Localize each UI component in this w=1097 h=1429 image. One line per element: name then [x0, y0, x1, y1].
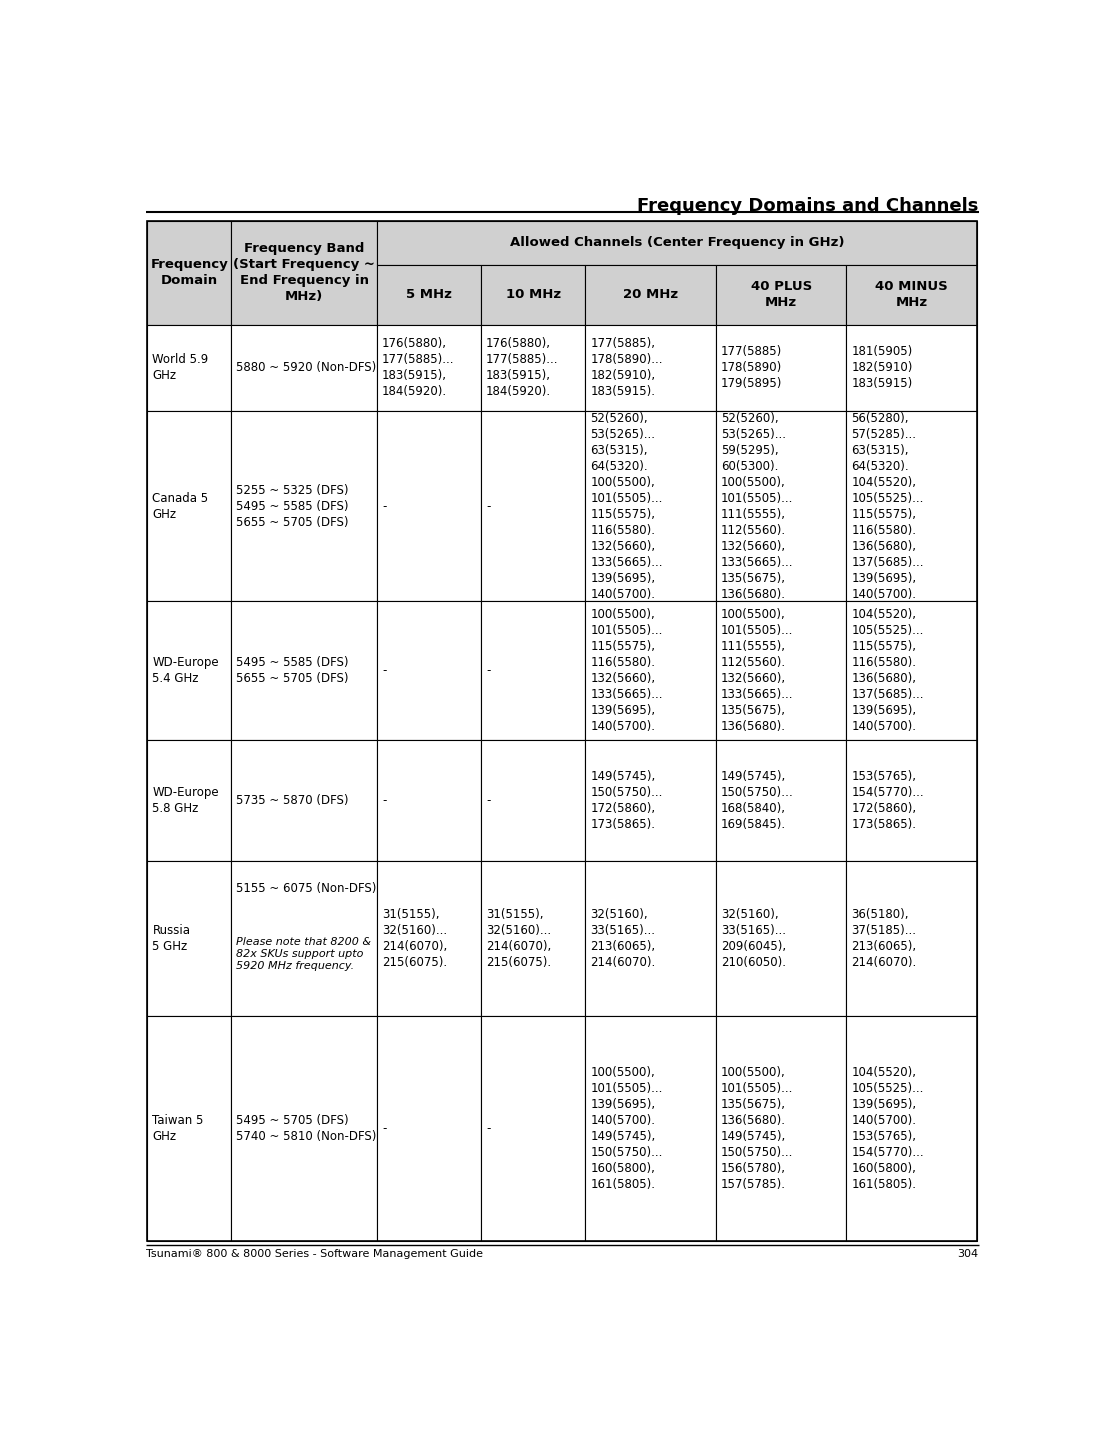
Bar [147, 860, 231, 1016]
Bar [716, 412, 847, 602]
Text: -: - [382, 500, 386, 513]
Bar [480, 1016, 585, 1240]
Text: 176(5880),
177(5885)...
183(5915),
184(5920).: 176(5880), 177(5885)... 183(5915), 184(5… [382, 337, 454, 399]
Bar [716, 1016, 847, 1240]
Bar [847, 740, 977, 860]
Text: 100(5500),
101(5505)...
135(5675),
136(5680).
149(5745),
150(5750)...
156(5780),: 100(5500), 101(5505)... 135(5675), 136(5… [721, 1066, 793, 1192]
Bar [847, 1016, 977, 1240]
Text: 52(5260),
53(5265)...
63(5315),
64(5320).
100(5500),
101(5505)...
115(5575),
116: 52(5260), 53(5265)... 63(5315), 64(5320)… [590, 412, 663, 600]
Bar [377, 860, 480, 1016]
Text: 32(5160),
33(5165)...
209(6045),
210(6050).: 32(5160), 33(5165)... 209(6045), 210(605… [721, 907, 787, 969]
Bar [480, 264, 585, 324]
Text: -: - [382, 664, 386, 677]
Text: 5880 ~ 5920 (Non-DFS): 5880 ~ 5920 (Non-DFS) [236, 362, 376, 374]
Text: 177(5885),
178(5890)...
182(5910),
183(5915).: 177(5885), 178(5890)... 182(5910), 183(5… [590, 337, 663, 399]
Bar [585, 1016, 716, 1240]
Text: -: - [486, 664, 490, 677]
Bar [377, 412, 480, 602]
Bar [585, 860, 716, 1016]
Bar [231, 221, 377, 324]
Text: 149(5745),
150(5750)…
168(5840),
169(5845).: 149(5745), 150(5750)… 168(5840), 169(584… [721, 770, 794, 830]
Text: 153(5765),
154(5770)...
172(5860),
173(5865).: 153(5765), 154(5770)... 172(5860), 173(5… [851, 770, 924, 830]
Bar [847, 602, 977, 740]
Bar [847, 264, 977, 324]
Bar [480, 324, 585, 412]
Text: 10 MHz: 10 MHz [506, 289, 561, 302]
Text: Frequency Domains and Channels: Frequency Domains and Channels [637, 197, 979, 214]
Text: 100(5500),
101(5505)...
115(5575),
116(5580).
132(5660),
133(5665)...
139(5695),: 100(5500), 101(5505)... 115(5575), 116(5… [590, 607, 663, 733]
Bar [847, 412, 977, 602]
Text: 31(5155),
32(5160)...
214(6070),
215(6075).: 31(5155), 32(5160)... 214(6070), 215(607… [486, 907, 552, 969]
Bar [716, 860, 847, 1016]
Text: -: - [486, 1122, 490, 1135]
Text: 5 MHz: 5 MHz [406, 289, 452, 302]
Text: Canada 5
GHz: Canada 5 GHz [152, 492, 208, 520]
Text: 5495 ~ 5705 (DFS)
5740 ~ 5810 (Non-DFS): 5495 ~ 5705 (DFS) 5740 ~ 5810 (Non-DFS) [236, 1115, 376, 1143]
Bar [147, 1016, 231, 1240]
Bar [147, 412, 231, 602]
Bar [147, 602, 231, 740]
Bar [147, 221, 231, 324]
Text: 32(5160),
33(5165)...
213(6065),
214(6070).: 32(5160), 33(5165)... 213(6065), 214(607… [590, 907, 656, 969]
Bar [480, 860, 585, 1016]
Bar [231, 602, 377, 740]
Text: -: - [382, 793, 386, 806]
Text: Taiwan 5
GHz: Taiwan 5 GHz [152, 1115, 204, 1143]
Bar [377, 1016, 480, 1240]
Bar [716, 602, 847, 740]
Text: 181(5905)
182(5910)
183(5915): 181(5905) 182(5910) 183(5915) [851, 346, 913, 390]
Bar [231, 860, 377, 1016]
Text: 5735 ~ 5870 (DFS): 5735 ~ 5870 (DFS) [236, 793, 349, 806]
Bar [377, 221, 977, 264]
Text: Frequency
Domain: Frequency Domain [150, 259, 228, 287]
Text: 31(5155),
32(5160)...
214(6070),
215(6075).: 31(5155), 32(5160)... 214(6070), 215(607… [382, 907, 448, 969]
Text: Allowed Channels (Center Frequency in GHz): Allowed Channels (Center Frequency in GH… [510, 236, 845, 249]
Bar [231, 412, 377, 602]
Bar [585, 324, 716, 412]
Bar [231, 740, 377, 860]
Text: 20 MHz: 20 MHz [623, 289, 678, 302]
Text: Russia
5 GHz: Russia 5 GHz [152, 925, 191, 953]
Bar [847, 324, 977, 412]
Text: Please note that 8200 &
82x SKUs support upto
5920 MHz frequency.: Please note that 8200 & 82x SKUs support… [236, 936, 371, 972]
Text: 40 MINUS
MHz: 40 MINUS MHz [875, 280, 948, 309]
Text: 177(5885)
178(5890)
179(5895): 177(5885) 178(5890) 179(5895) [721, 346, 782, 390]
Bar [480, 412, 585, 602]
Text: 5155 ~ 6075 (Non-DFS): 5155 ~ 6075 (Non-DFS) [236, 882, 376, 895]
Text: 176(5880),
177(5885)...
183(5915),
184(5920).: 176(5880), 177(5885)... 183(5915), 184(5… [486, 337, 558, 399]
Bar [231, 324, 377, 412]
Text: 52(5260),
53(5265)...
59(5295),
60(5300).
100(5500),
101(5505)...
111(5555),
112: 52(5260), 53(5265)... 59(5295), 60(5300)… [721, 412, 793, 600]
Text: World 5.9
GHz: World 5.9 GHz [152, 353, 208, 383]
Bar [585, 740, 716, 860]
Text: 56(5280),
57(5285)...
63(5315),
64(5320).
104(5520),
105(5525)...
115(5575),
116: 56(5280), 57(5285)... 63(5315), 64(5320)… [851, 412, 924, 600]
Text: Frequency Band
(Start Frequency ~
End Frequency in
MHz): Frequency Band (Start Frequency ~ End Fr… [233, 243, 375, 303]
Bar [147, 324, 231, 412]
Text: 5255 ~ 5325 (DFS)
5495 ~ 5585 (DFS)
5655 ~ 5705 (DFS): 5255 ~ 5325 (DFS) 5495 ~ 5585 (DFS) 5655… [236, 484, 349, 529]
Bar [480, 740, 585, 860]
Text: WD-Europe
5.8 GHz: WD-Europe 5.8 GHz [152, 786, 219, 815]
Text: 36(5180),
37(5185)...
213(6065),
214(6070).: 36(5180), 37(5185)... 213(6065), 214(607… [851, 907, 917, 969]
Bar [585, 264, 716, 324]
Bar [585, 602, 716, 740]
Text: 149(5745),
150(5750)...
172(5860),
173(5865).: 149(5745), 150(5750)... 172(5860), 173(5… [590, 770, 663, 830]
Bar [847, 860, 977, 1016]
Bar [716, 324, 847, 412]
Bar [231, 1016, 377, 1240]
Text: 100(5500),
101(5505)...
111(5555),
112(5560).
132(5660),
133(5665)...
135(5675),: 100(5500), 101(5505)... 111(5555), 112(5… [721, 607, 793, 733]
Bar [377, 264, 480, 324]
Bar [585, 412, 716, 602]
Bar [716, 264, 847, 324]
Bar [480, 602, 585, 740]
Bar [377, 740, 480, 860]
Text: -: - [486, 793, 490, 806]
Text: 5495 ~ 5585 (DFS)
5655 ~ 5705 (DFS): 5495 ~ 5585 (DFS) 5655 ~ 5705 (DFS) [236, 656, 349, 684]
Text: 104(5520),
105(5525)...
115(5575),
116(5580).
136(5680),
137(5685)...
139(5695),: 104(5520), 105(5525)... 115(5575), 116(5… [851, 607, 924, 733]
Bar [377, 324, 480, 412]
Bar [377, 602, 480, 740]
Bar [147, 740, 231, 860]
Text: -: - [382, 1122, 386, 1135]
Bar [716, 740, 847, 860]
Text: Tsunami® 800 & 8000 Series - Software Management Guide: Tsunami® 800 & 8000 Series - Software Ma… [146, 1249, 483, 1259]
Text: WD-Europe
5.4 GHz: WD-Europe 5.4 GHz [152, 656, 219, 684]
Text: -: - [486, 500, 490, 513]
